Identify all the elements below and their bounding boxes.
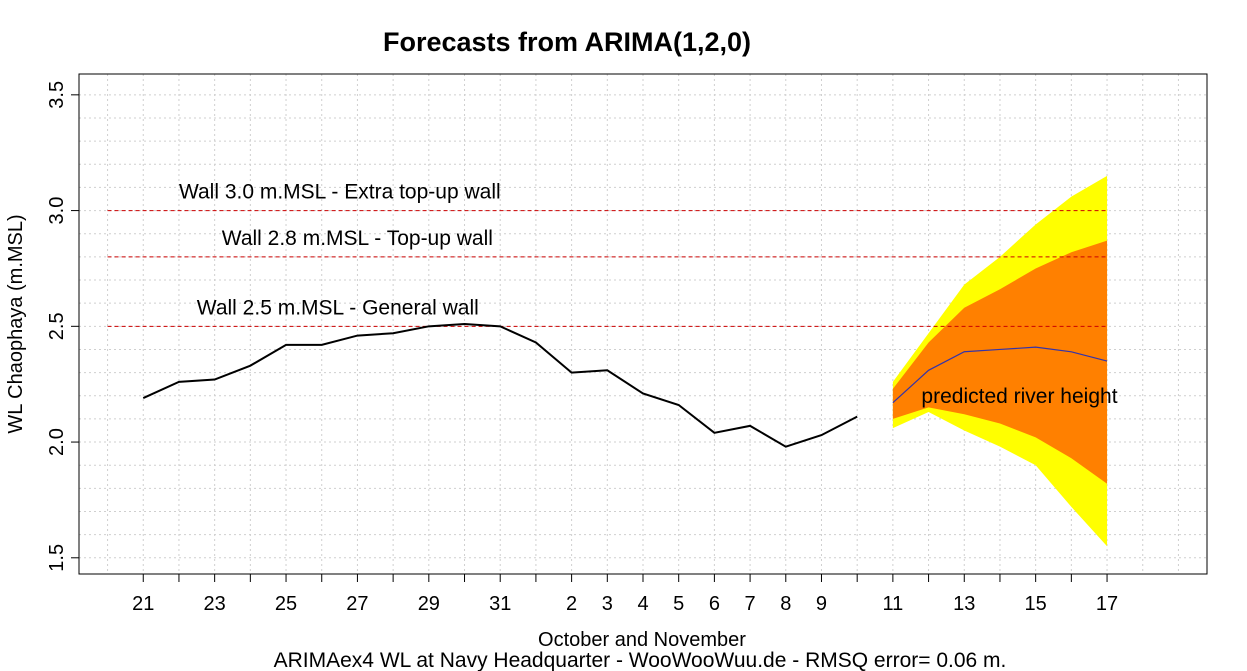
x-tick-label: 4	[637, 593, 648, 615]
x-axis: 21 23 25 27 29 31 2 3 4 5 6 7 8 9 11 13 15 17	[132, 574, 1118, 615]
y-axis-label: WL Chaophaya (m.MSL)	[5, 214, 27, 433]
x-tick-label: 25	[275, 593, 297, 615]
reference-lines	[107, 210, 1108, 327]
y-tick-label: 2.5	[46, 312, 68, 340]
x-tick-label: 2	[566, 593, 577, 615]
band-80	[892, 240, 1108, 484]
x-tick-label: 6	[709, 593, 720, 615]
x-tick-label: 7	[745, 593, 756, 615]
x-tick-label: 15	[1025, 593, 1047, 615]
y-tick-label: 3.5	[46, 81, 68, 109]
y-tick-label: 3.0	[46, 197, 68, 225]
x-tick-label: 17	[1096, 593, 1118, 615]
chart-caption: ARIMAex4 WL at Navy Headquarter - WooWoo…	[274, 649, 1007, 671]
forecast-bands	[892, 175, 1108, 547]
y-tick-label: 1.5	[46, 544, 68, 572]
reference-line-label: Wall 2.8 m.MSL - Top-up wall	[222, 227, 493, 250]
chart-title: Forecasts from ARIMA(1,2,0)	[383, 27, 751, 57]
x-tick-label: 13	[953, 593, 975, 615]
x-tick-label: 31	[489, 593, 511, 615]
prediction-annotation: predicted river height	[921, 385, 1117, 408]
x-tick-label: 8	[780, 593, 791, 615]
annotations: Wall 3.0 m.MSL - Extra top-up wall Wall 2…	[179, 181, 1118, 408]
y-axis: 1.5 2.0 2.5 3.0 3.5	[46, 81, 79, 572]
x-tick-label: 9	[816, 593, 827, 615]
x-tick-label: 5	[673, 593, 684, 615]
x-tick-label: 29	[418, 593, 440, 615]
x-tick-label: 23	[204, 593, 226, 615]
series	[142, 322, 1108, 448]
observed-line	[142, 322, 858, 448]
reference-line-label: Wall 3.0 m.MSL - Extra top-up wall	[179, 181, 501, 204]
y-tick-label: 2.0	[46, 428, 68, 456]
x-tick-label: 27	[346, 593, 368, 615]
x-tick-label: 11	[882, 593, 903, 615]
x-tick-label: 3	[602, 593, 613, 615]
x-tick-label: 21	[132, 593, 154, 615]
reference-line-label: Wall 2.5 m.MSL - General wall	[197, 296, 479, 319]
forecast-mean-line	[892, 346, 1108, 404]
x-axis-label: October and November	[538, 629, 746, 651]
